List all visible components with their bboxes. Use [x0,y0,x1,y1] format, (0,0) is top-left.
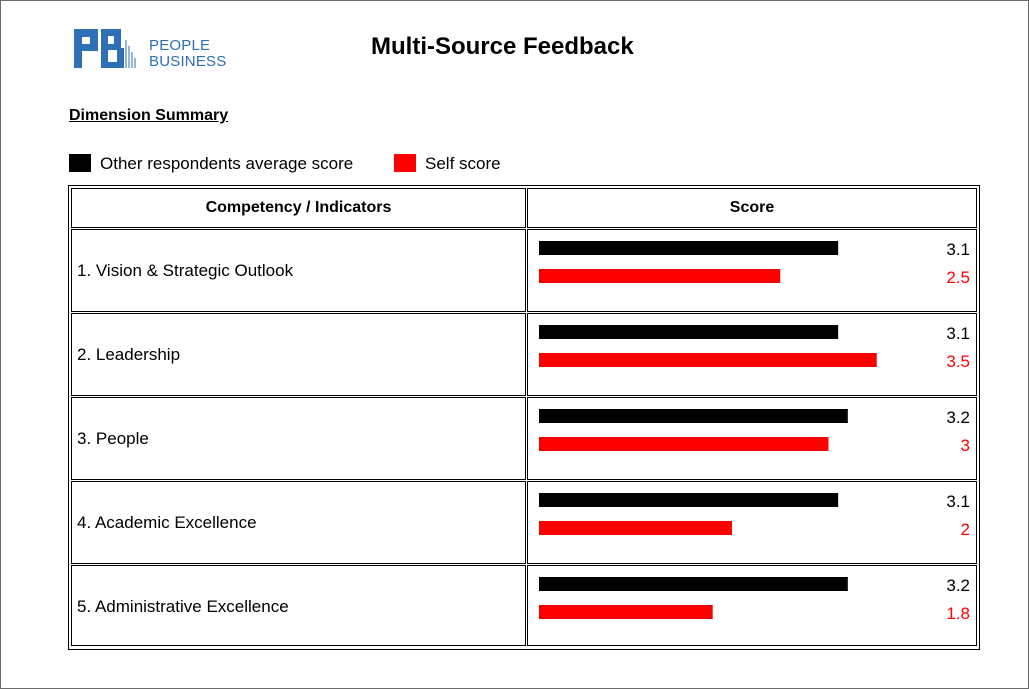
bar-other-average [539,325,839,339]
table-cell-competency [71,313,526,396]
category-label: 3. People [77,429,149,448]
value-label-self: 2 [961,520,970,539]
bar-other-average [539,241,839,255]
bar-self-score [539,521,732,535]
value-label-other: 3.2 [946,408,970,427]
value-label-other: 3.1 [946,492,970,511]
value-label-self: 3.5 [946,352,970,371]
table-cell-score [527,229,977,312]
table-cell-competency [71,565,526,646]
table-cell-score [527,481,977,564]
category-label: 2. Leadership [77,345,181,364]
value-label-other: 3.1 [946,240,970,259]
bar-self-score [539,269,781,283]
table-cell-score [527,565,977,646]
header-cell-competency [71,188,526,228]
people-business-logo [74,29,136,68]
bar-other-average [539,577,848,591]
bar-self-score [539,437,829,451]
value-label-other: 3.1 [946,324,970,343]
logo-text-line1: PEOPLE [149,37,211,54]
bar-other-average [539,409,848,423]
dimension-summary-table: Competency / Indicators Score 1. Vision … [68,185,980,650]
column-header-score: Score [729,199,775,216]
header-cell-score [527,188,977,228]
table-cell-score [527,397,977,480]
legend-label-self: Self score [425,154,501,173]
value-label-other: 3.2 [946,576,970,595]
category-label: 5. Administrative Excellence [77,597,289,616]
logo-text-line2: BUSINESS [149,53,227,70]
table-cell-score [527,313,977,396]
value-label-self: 3 [961,436,970,455]
value-label-self: 1.8 [946,604,970,623]
category-label: 1. Vision & Strategic Outlook [77,261,294,280]
bar-self-score [539,605,713,619]
score-bar-chart: 3.1 2.5 3.1 3.5 3.2 3 3.1 2 3.2 1.8 [539,240,970,623]
bar-other-average [539,493,839,507]
table-cell-competency [71,397,526,480]
value-label-self: 2.5 [946,268,970,287]
table-cell-competency [71,229,526,312]
legend-label-other: Other respondents average score [100,154,354,173]
bar-self-score [539,353,877,367]
table-cell-competency [71,481,526,564]
legend-swatch-other [69,154,91,172]
column-header-competency: Competency / Indicators [205,199,392,216]
legend-swatch-self [394,154,416,172]
report-title: Multi-Source Feedback [371,33,634,60]
category-label: 4. Academic Excellence [77,513,257,532]
section-title: Dimension Summary [69,107,229,124]
